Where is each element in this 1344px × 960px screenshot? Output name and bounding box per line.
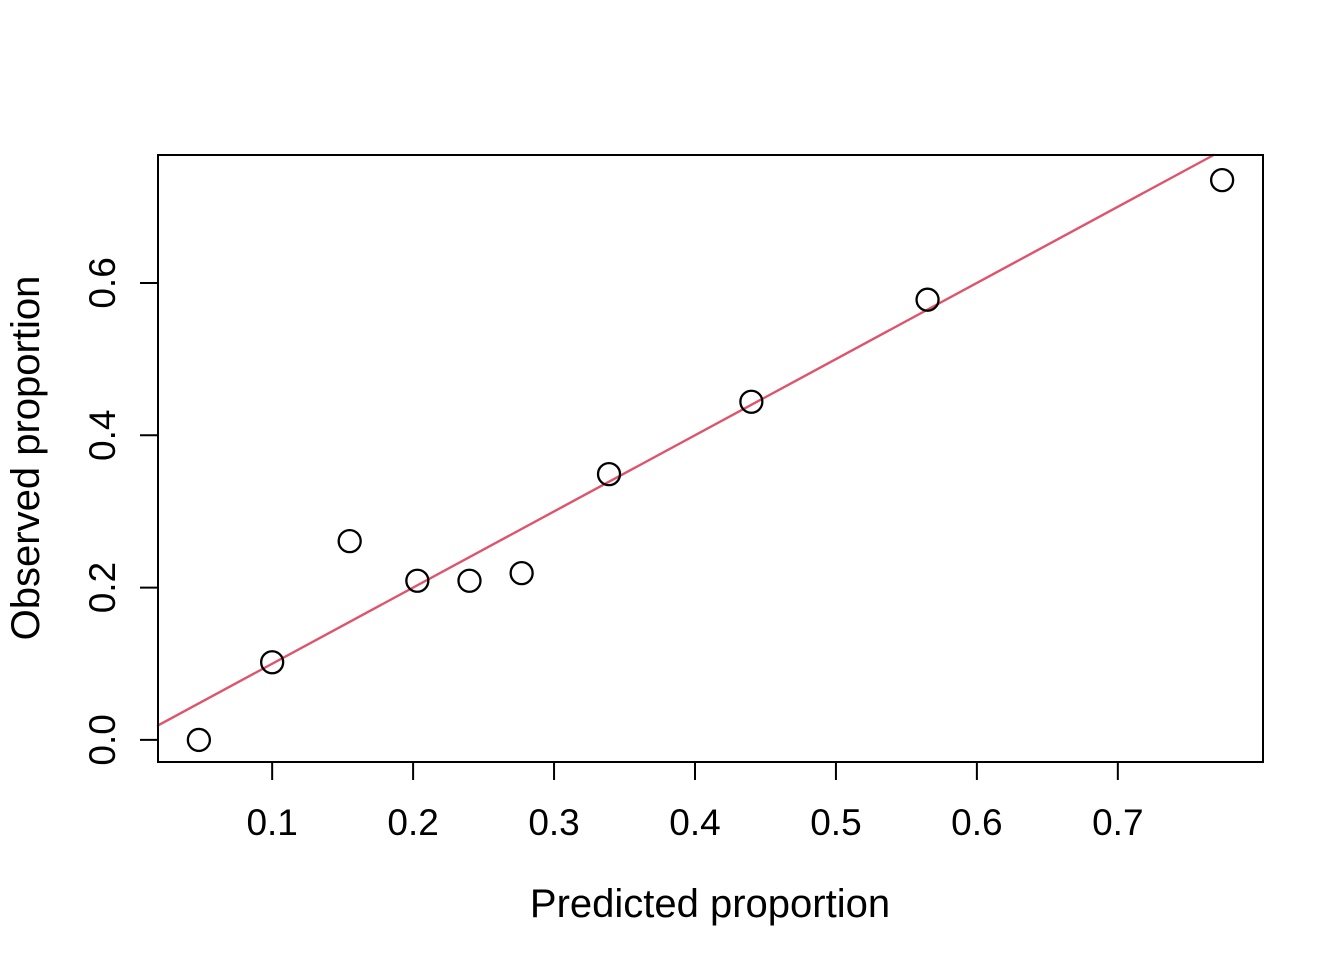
identity-reference-line [156, 153, 1215, 727]
data-point [405, 568, 430, 593]
x-tick-label: 0.1 [246, 802, 297, 843]
data-point [260, 650, 285, 675]
data-point [915, 287, 940, 312]
data-point [509, 560, 534, 586]
y-tick-label: 0.4 [82, 410, 123, 461]
data-point [186, 727, 212, 753]
y-tick-label: 0.0 [82, 714, 123, 765]
axes-group: 0.1 0.2 0.3 0.4 0.5 0.6 0.7 0.0 0.2 0.4 0.6 [82, 154, 1264, 843]
y-tick-label: 0.6 [82, 257, 123, 308]
x-tick-label: 0.4 [669, 802, 720, 843]
x-tick-label: 0.7 [1092, 802, 1143, 843]
data-point [457, 568, 482, 593]
x-tick-label: 0.2 [387, 802, 438, 843]
reference-line-group [156, 153, 1215, 727]
data-points-group [186, 167, 1235, 753]
data-point [1209, 167, 1235, 193]
y-tick-label: 0.2 [82, 562, 123, 613]
data-point [337, 528, 362, 554]
data-point [739, 389, 764, 414]
y-axis-title: Observed proportion [4, 276, 48, 641]
x-axis-title: Predicted proportion [530, 882, 890, 926]
x-tick-label: 0.6 [951, 802, 1002, 843]
x-tick-label: 0.5 [810, 802, 861, 843]
data-point [596, 461, 622, 487]
x-tick-label: 0.3 [528, 802, 579, 843]
plot-box [157, 154, 1264, 763]
